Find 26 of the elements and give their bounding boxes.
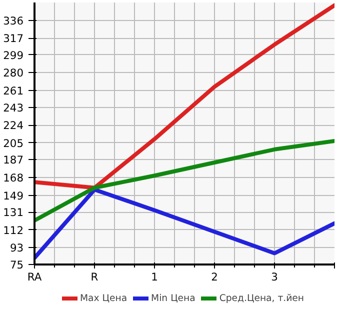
- y-tick-label: 243: [3, 101, 24, 114]
- y-tick-label: 224: [3, 119, 24, 132]
- x-tick-label: 1: [151, 270, 158, 284]
- y-tick-label: 168: [3, 171, 24, 184]
- y-tick-label: 149: [3, 189, 24, 202]
- line-series: [34, 138, 334, 223]
- y-tick-label: 75: [10, 258, 24, 272]
- line-series: [34, 3, 334, 190]
- x-tick-label: 2: [211, 270, 218, 284]
- legend-label: Min Цена: [151, 292, 196, 304]
- y-tick-label: 280: [3, 66, 24, 80]
- x-tick-label: RA: [27, 270, 42, 284]
- y-tick-label: 317: [3, 32, 24, 46]
- legend-label: Max Цена: [80, 292, 128, 304]
- y-tick-label: 261: [3, 84, 24, 98]
- y-tick-label: 205: [3, 136, 24, 150]
- y-tick-label: 336: [3, 14, 24, 28]
- y-tick-label: 131: [3, 206, 24, 220]
- y-tick-label: 187: [3, 154, 24, 167]
- legend-label: Сред.Цена, т.йен: [219, 292, 304, 304]
- y-tick-label: 299: [3, 48, 24, 62]
- y-tick-label: 93: [10, 242, 24, 255]
- line-series: [34, 188, 334, 260]
- y-tick-label: 112: [3, 224, 24, 237]
- x-tick-label: 3: [271, 270, 278, 284]
- x-tick-label: R: [90, 270, 99, 284]
